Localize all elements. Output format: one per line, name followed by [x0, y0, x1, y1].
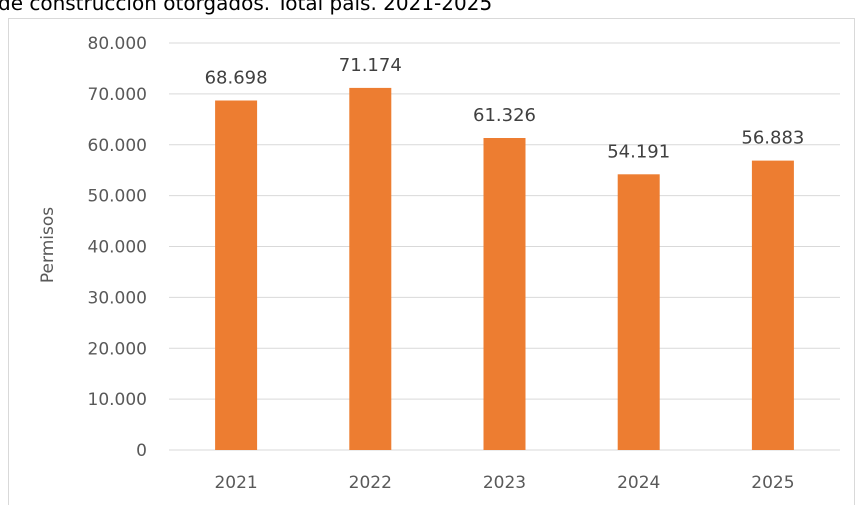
bar [349, 87, 392, 450]
y-tick-label: 60.000 [88, 136, 147, 156]
x-tick-label: 2021 [214, 473, 257, 493]
bar [215, 100, 258, 450]
chart-title: de construcción otorgados. Total país. 2… [0, 0, 492, 15]
bar [617, 174, 660, 450]
y-tick-label: 70.000 [88, 85, 147, 105]
y-tick-label: 40.000 [88, 238, 147, 258]
data-label: 68.698 [205, 67, 268, 88]
y-tick-label: 0 [136, 441, 147, 461]
x-tick-label: 2023 [483, 473, 526, 493]
bar [751, 160, 794, 451]
y-tick-label: 10.000 [88, 390, 147, 410]
data-label: 54.191 [607, 141, 670, 162]
y-tick-label: 20.000 [88, 339, 147, 359]
x-tick-label: 2025 [751, 473, 794, 493]
x-tick-label: 2022 [349, 473, 392, 493]
data-label: 71.174 [339, 55, 402, 76]
y-axis-label: Permisos [38, 207, 58, 283]
y-tick-label: 80.000 [88, 34, 147, 54]
x-tick-label: 2024 [617, 473, 660, 493]
data-label: 61.326 [473, 105, 536, 126]
bar [483, 138, 526, 451]
data-label: 56.883 [741, 128, 804, 149]
y-tick-label: 50.000 [88, 187, 147, 207]
y-tick-label: 30.000 [88, 288, 147, 308]
